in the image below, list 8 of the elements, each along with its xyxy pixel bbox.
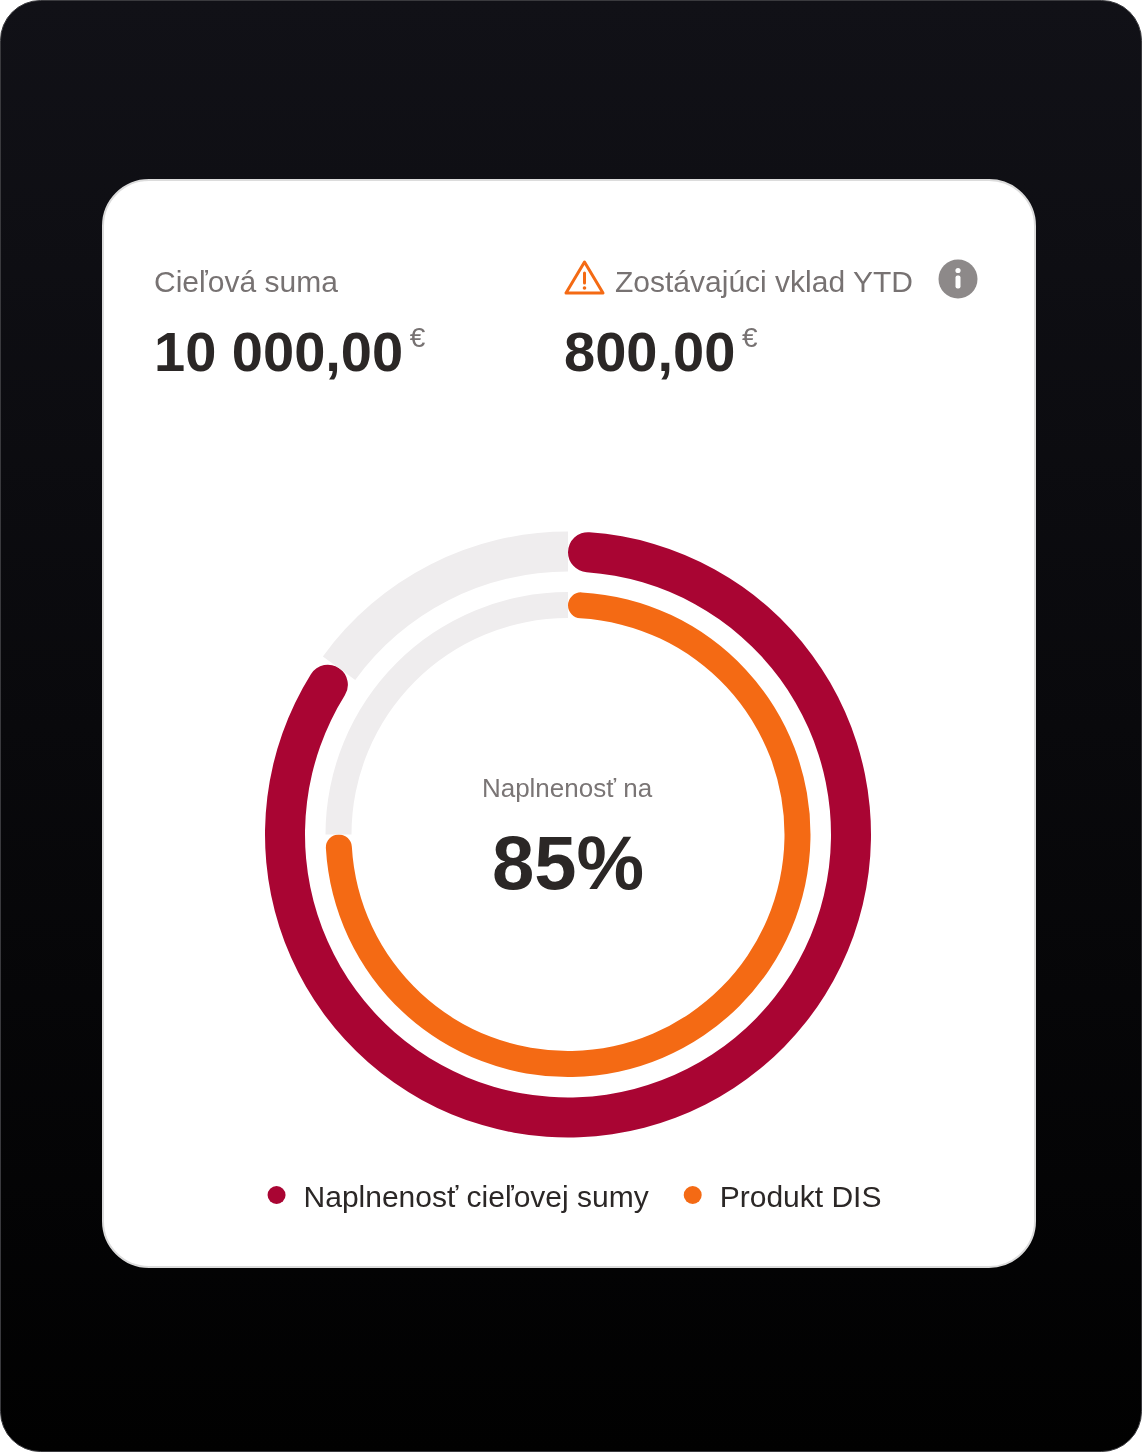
legend-label: Produkt DIS [719, 1180, 882, 1213]
text: Cieľová suma [154, 265, 339, 298]
text: 85% [491, 820, 645, 905]
text: 800,00$^{€}$ [564, 320, 758, 383]
text: Zostávajúci vklad YTD [615, 265, 913, 298]
legend-label: Naplnenosť cieľovej sumy [303, 1180, 649, 1213]
text: Naplnenosť na [481, 773, 653, 803]
text: 10 000,00$^{€}$ [154, 320, 426, 383]
